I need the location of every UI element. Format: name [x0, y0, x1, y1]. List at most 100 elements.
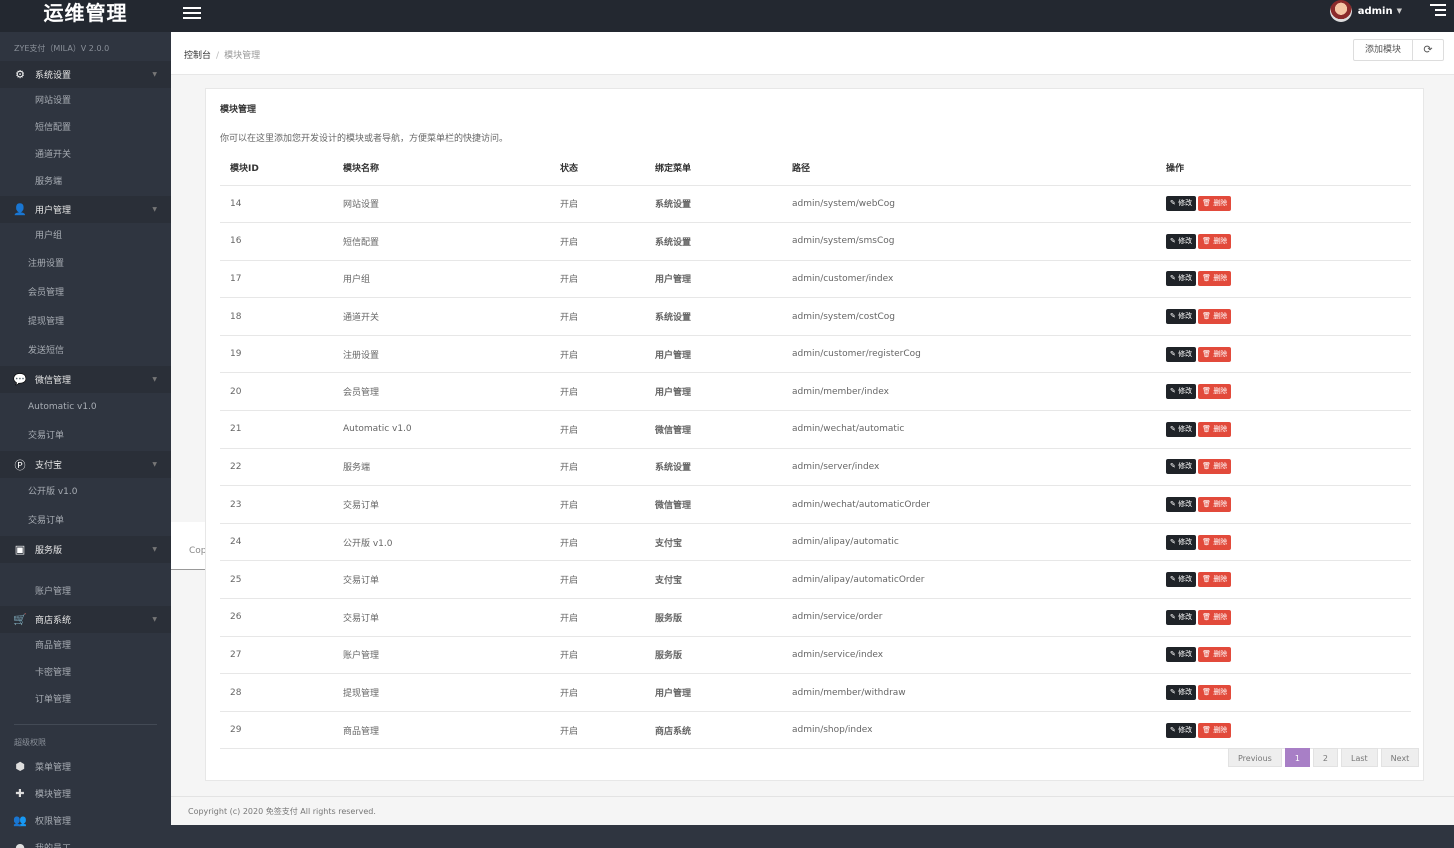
module-id: 25	[220, 560, 333, 600]
delete-button[interactable]: 🗑 删除	[1198, 572, 1232, 588]
delete-button[interactable]: 🗑 删除	[1198, 459, 1232, 475]
edit-button[interactable]: ✎ 修改	[1166, 309, 1197, 325]
edit-button[interactable]: ✎ 修改	[1166, 685, 1197, 701]
sidebar-group-4[interactable]: ▣ 服务版 ▼	[0, 536, 171, 563]
delete-button[interactable]: 🗑 删除	[1198, 233, 1232, 249]
edit-button[interactable]: ✎ 修改	[1166, 384, 1197, 400]
edit-button[interactable]: ✎ 修改	[1166, 647, 1197, 663]
sidebar-item[interactable]: 商品管理	[35, 641, 72, 651]
sidebar-item[interactable]: 短信配置	[35, 123, 72, 133]
module-actions: ✎ 修改 🗑 删除	[1156, 222, 1411, 261]
delete-button[interactable]: 🗑 删除	[1198, 534, 1232, 550]
edit-button[interactable]: ✎ 修改	[1166, 534, 1197, 550]
sidebar-group-2[interactable]: 💬 微信管理 ▼	[0, 366, 171, 393]
app-version: ZYE支付（MILA）V 2.0.0	[14, 44, 110, 53]
edit-icon: ✎	[1170, 612, 1179, 621]
sidebar-group-3[interactable]: Ⓟ 支付宝 ▼	[0, 451, 171, 478]
delete-button-label: 删除	[1213, 387, 1228, 396]
sidebar-group-1[interactable]: 👤 用户管理 ▼	[0, 196, 171, 223]
module-id: 16	[220, 222, 333, 261]
module-actions: ✎ 修改 🗑 删除	[1156, 410, 1411, 449]
sidebar-item[interactable]: 通道开关	[35, 150, 72, 160]
sidebar-admin-item[interactable]: ⬢ 菜单管理	[0, 753, 171, 780]
delete-button-label: 删除	[1213, 199, 1228, 208]
sidebar-item[interactable]: 发送短信	[28, 346, 65, 356]
delete-button-label: 删除	[1213, 349, 1228, 358]
delete-button[interactable]: 🗑 删除	[1198, 271, 1232, 287]
module-menu: 微信管理	[645, 410, 782, 449]
sidebar-item[interactable]: 会员管理	[28, 288, 65, 298]
sidebar-item[interactable]: 用户组	[35, 231, 63, 241]
edit-icon: ✎	[1170, 199, 1179, 208]
delete-button[interactable]: 🗑 删除	[1198, 384, 1232, 400]
sidebar-item[interactable]: 卡密管理	[35, 668, 72, 678]
brand-title[interactable]: 运维管理	[43, 1, 128, 25]
last-page-button[interactable]: Last	[1341, 748, 1378, 767]
add-module-button[interactable]: 添加模块	[1353, 39, 1413, 61]
sidebar-group-0[interactable]: ⚙ 系统设置 ▼	[0, 61, 171, 88]
sidebar-group-5[interactable]: 🛒 商店系统 ▼	[0, 606, 171, 633]
hamburger-menu-icon[interactable]	[183, 5, 201, 21]
edit-icon: ✎	[1170, 725, 1179, 734]
users-icon: 👥	[13, 814, 27, 827]
edit-icon: ✎	[1170, 462, 1179, 471]
sidebar-item[interactable]: 服务端	[35, 177, 63, 187]
edit-button[interactable]: ✎ 修改	[1166, 609, 1197, 625]
sidebar-item[interactable]: 公开版 v1.0	[28, 487, 78, 497]
module-path: admin/system/webCog	[782, 185, 1156, 224]
next-page-button[interactable]: Next	[1380, 748, 1420, 767]
table-row: 28 提现管理 开启 用户管理 admin/member/withdraw ✎ 修改 🗑 删…	[220, 673, 1411, 712]
edit-button[interactable]: ✎ 修改	[1166, 459, 1197, 475]
edit-button[interactable]: ✎ 修改	[1166, 196, 1197, 212]
delete-button[interactable]: 🗑 删除	[1198, 722, 1232, 738]
panel-description: 你可以在这里添加您开发设计的模块或者导航，方便菜单栏的快捷访问。	[220, 134, 509, 144]
delete-button[interactable]: 🗑 删除	[1198, 497, 1232, 513]
sidebar-item[interactable]: 注册设置	[28, 259, 65, 269]
module-menu: 服务版	[645, 598, 782, 637]
sidebar-item[interactable]: 交易订单	[28, 516, 65, 526]
edit-button[interactable]: ✎ 修改	[1166, 497, 1197, 513]
trash-icon: 🗑	[1202, 650, 1214, 659]
edit-button[interactable]: ✎ 修改	[1166, 233, 1197, 249]
delete-button[interactable]: 🗑 删除	[1198, 685, 1232, 701]
sidebar-admin-item[interactable]: ✚ 模块管理	[0, 780, 171, 807]
delete-button[interactable]: 🗑 删除	[1198, 609, 1232, 625]
edit-button[interactable]: ✎ 修改	[1166, 271, 1197, 287]
edit-button[interactable]: ✎ 修改	[1166, 572, 1197, 588]
module-menu: 系统设置	[645, 185, 782, 224]
column-header: 绑定菜单	[645, 151, 782, 186]
gear-icon: ⚙	[15, 68, 25, 81]
module-actions: ✎ 修改 🗑 删除	[1156, 598, 1411, 637]
edit-button-label: 修改	[1178, 537, 1193, 546]
right-panel-toggle-icon[interactable]	[1430, 4, 1446, 18]
user-menu[interactable]: admin ▼	[1329, 0, 1402, 22]
sidebar-admin-item[interactable]: ● 我的员工	[0, 834, 171, 848]
table-row: 27 账户管理 开启 服务版 admin/service/index ✎ 修改 🗑 删除	[220, 636, 1411, 675]
avatar[interactable]	[1329, 0, 1352, 22]
edit-button[interactable]: ✎ 修改	[1166, 722, 1197, 738]
user-icon: 👤	[13, 203, 27, 216]
breadcrumb-home[interactable]: 控制台	[184, 51, 212, 61]
chevron-down-icon[interactable]: ▼	[1396, 7, 1402, 15]
delete-button[interactable]: 🗑 删除	[1198, 421, 1232, 437]
delete-button[interactable]: 🗑 删除	[1198, 346, 1232, 362]
page-2-button[interactable]: 2	[1312, 748, 1338, 767]
edit-button[interactable]: ✎ 修改	[1166, 421, 1197, 437]
sidebar-item[interactable]: 提现管理	[28, 317, 65, 327]
sidebar-item[interactable]: 账户管理	[35, 587, 72, 597]
refresh-icon[interactable]: ⟳	[1412, 39, 1444, 61]
sidebar-item[interactable]: 订单管理	[35, 695, 72, 705]
sidebar-item[interactable]: Automatic v1.0	[28, 402, 97, 412]
delete-button[interactable]: 🗑 删除	[1198, 196, 1232, 212]
edit-button[interactable]: ✎ 修改	[1166, 346, 1197, 362]
delete-button[interactable]: 🗑 删除	[1198, 309, 1232, 325]
previous-page-button[interactable]: Previous	[1228, 748, 1282, 767]
sidebar-item[interactable]: 交易订单	[28, 431, 65, 441]
sidebar-admin-item[interactable]: 👥 权限管理	[0, 807, 171, 834]
sidebar-item[interactable]: 网站设置	[35, 96, 72, 106]
username[interactable]: admin	[1357, 5, 1393, 17]
module-status: 开启	[550, 297, 645, 336]
page-1-button[interactable]: 1	[1284, 748, 1310, 767]
delete-button[interactable]: 🗑 删除	[1198, 647, 1232, 663]
module-status: 开启	[550, 185, 645, 224]
